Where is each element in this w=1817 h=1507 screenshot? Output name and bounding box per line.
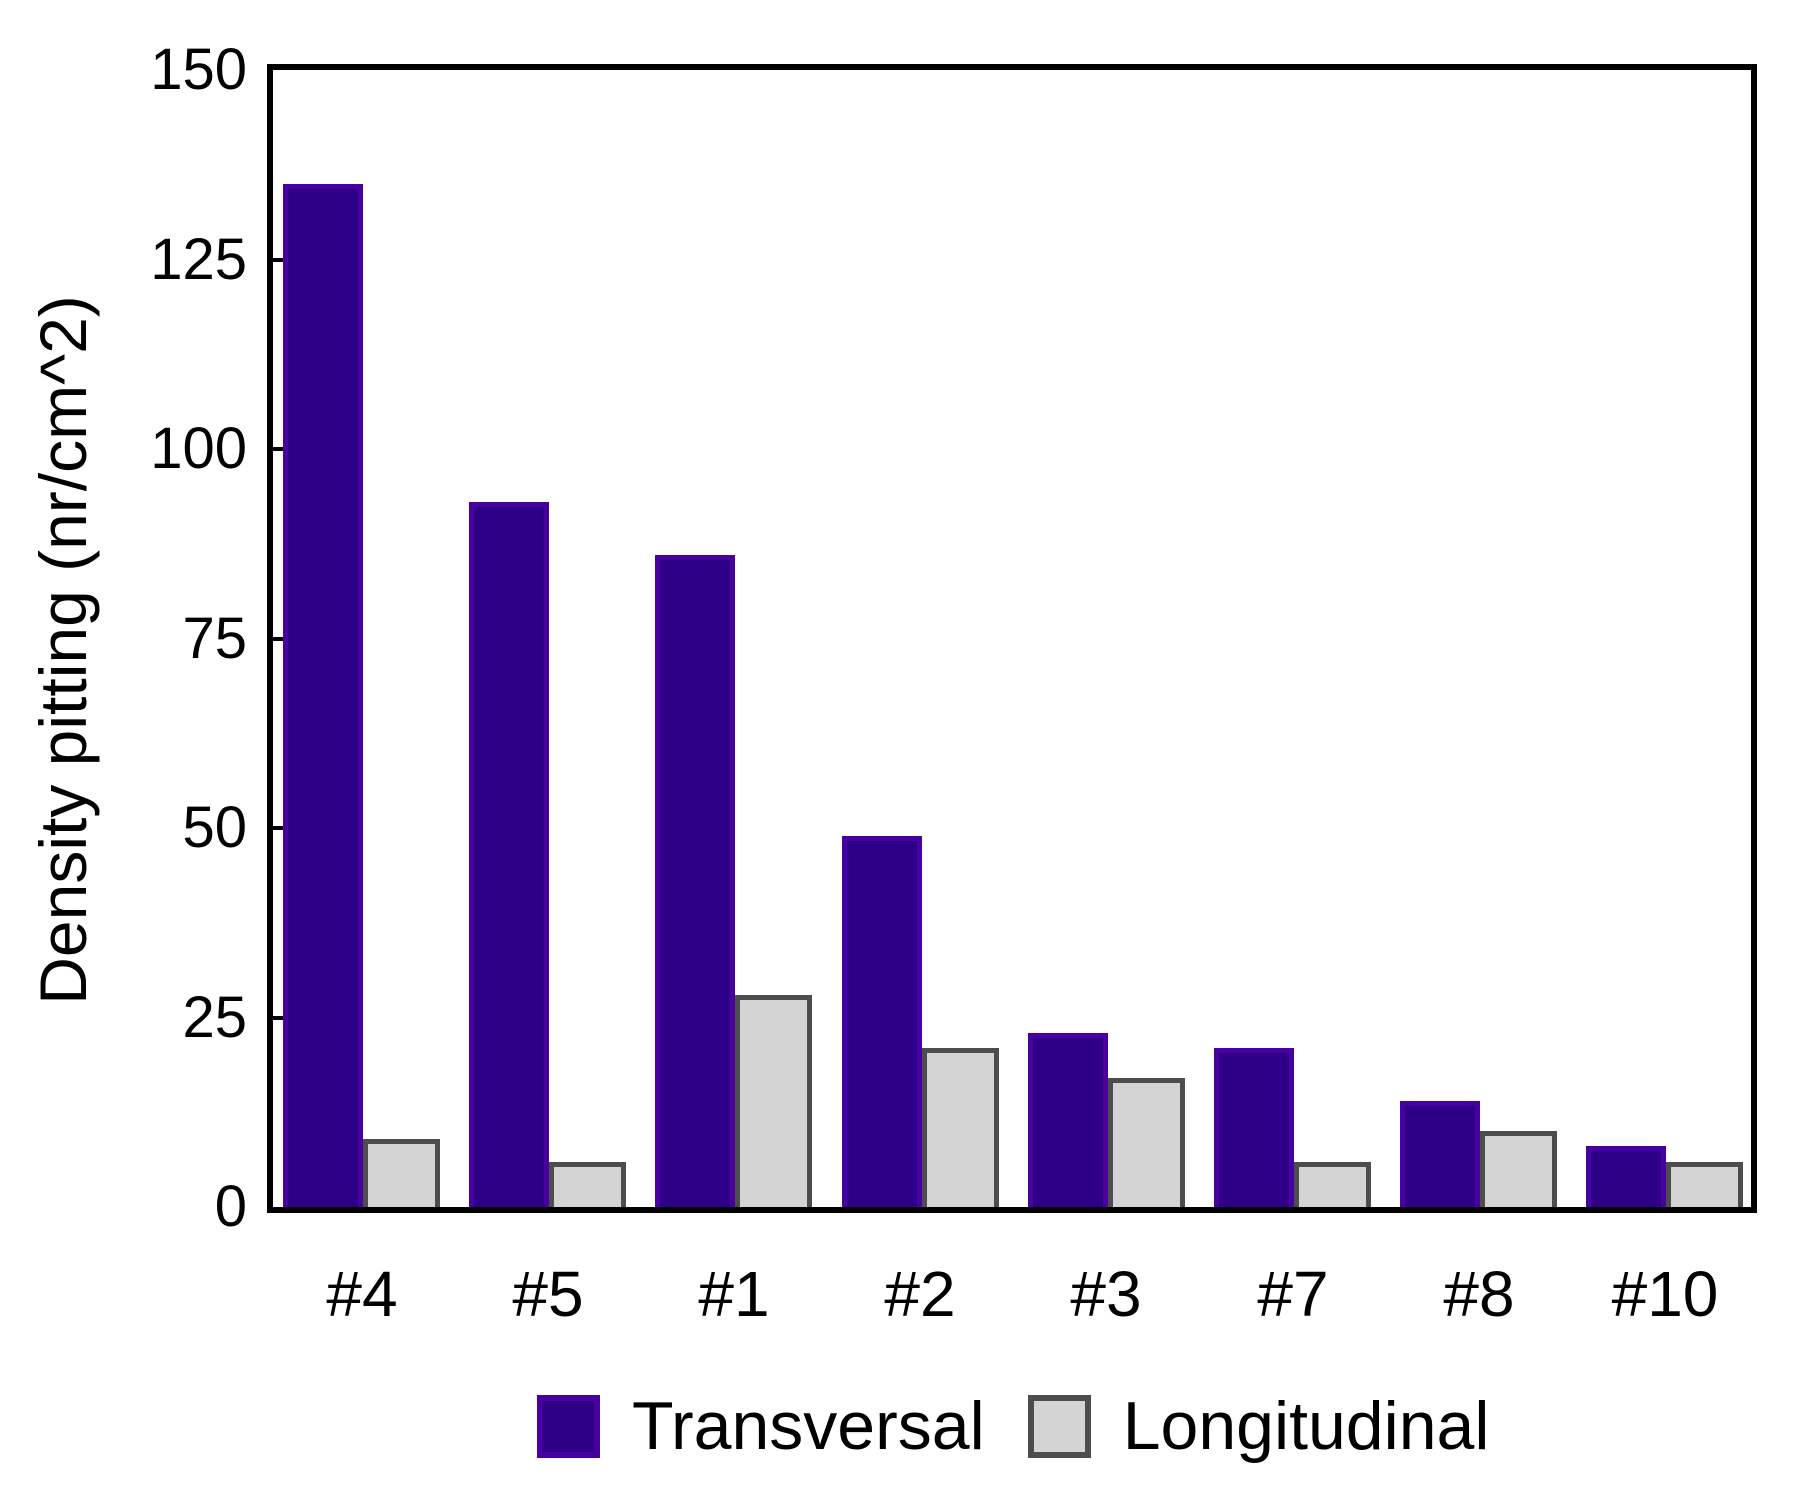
y-tick-label: 150 bbox=[150, 37, 247, 102]
x-category-label: #2 bbox=[884, 1258, 956, 1330]
bar-longitudinal-sample4 bbox=[363, 1139, 440, 1207]
x-category-label: #8 bbox=[1443, 1258, 1515, 1330]
x-category-label: #7 bbox=[1257, 1258, 1329, 1330]
bar-transversal-sample4 bbox=[283, 184, 363, 1207]
bar-transversal-sample3 bbox=[1028, 1033, 1108, 1207]
bar-transversal-sample10 bbox=[1586, 1146, 1666, 1207]
y-tick-label: 25 bbox=[182, 984, 247, 1050]
y-tick-label: 125 bbox=[150, 226, 247, 292]
longitudinal-swatch-icon bbox=[1027, 1394, 1091, 1458]
chart-legend: Transversal Longitudinal bbox=[537, 1392, 1489, 1460]
bar-longitudinal-sample5 bbox=[549, 1162, 626, 1207]
bar-transversal-sample8 bbox=[1400, 1101, 1480, 1207]
y-tick-label: 100 bbox=[150, 416, 247, 481]
bar-transversal-sample2 bbox=[842, 836, 922, 1207]
legend-item-longitudinal: Longitudinal bbox=[1027, 1388, 1490, 1464]
legend-label-longitudinal: Longitudinal bbox=[1122, 1388, 1490, 1464]
bar-longitudinal-sample7 bbox=[1294, 1162, 1371, 1207]
y-tick-label: 50 bbox=[182, 795, 247, 860]
plot-inner-area bbox=[273, 70, 1751, 1207]
bar-longitudinal-sample8 bbox=[1480, 1131, 1557, 1207]
bar-longitudinal-sample2 bbox=[922, 1048, 999, 1207]
bar-longitudinal-sample10 bbox=[1666, 1162, 1743, 1207]
x-category-label: #10 bbox=[1611, 1258, 1719, 1330]
x-category-label: #3 bbox=[1070, 1258, 1142, 1330]
x-category-label: #5 bbox=[512, 1258, 584, 1330]
bar-transversal-sample7 bbox=[1214, 1048, 1294, 1207]
legend-item-transversal: Transversal bbox=[537, 1392, 985, 1460]
bar-transversal-sample5 bbox=[469, 502, 549, 1207]
legend-label-transversal: Transversal bbox=[632, 1388, 985, 1464]
y-tick-label: 75 bbox=[182, 605, 247, 671]
plot-area bbox=[267, 64, 1757, 1213]
y-tick-label: 0 bbox=[214, 1174, 247, 1239]
bar-longitudinal-sample3 bbox=[1108, 1078, 1185, 1207]
bar-transversal-sample1 bbox=[655, 555, 735, 1207]
x-category-label: #4 bbox=[326, 1258, 398, 1330]
transversal-swatch-icon bbox=[537, 1394, 600, 1458]
x-category-label: #1 bbox=[698, 1258, 770, 1330]
bar-longitudinal-sample1 bbox=[735, 995, 812, 1207]
